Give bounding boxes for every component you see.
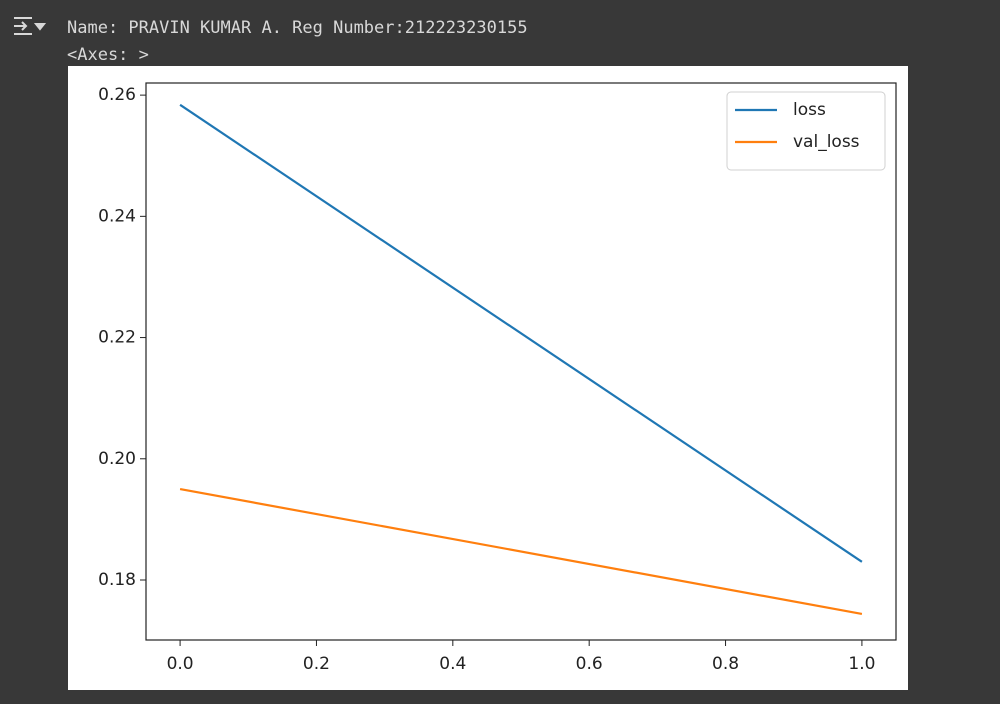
legend-label: loss [793,100,826,120]
y-tick-label: 0.26 [98,85,136,105]
y-tick-label: 0.24 [98,206,136,226]
x-tick-label: 0.4 [439,654,466,674]
output-toggle-icon[interactable] [14,17,47,35]
line-series [179,488,863,616]
x-tick-label: 0.6 [576,654,603,674]
x-tick-label: 0.2 [303,654,330,674]
y-tick-label: 0.18 [98,570,136,590]
y-tick-label: 0.22 [98,328,136,348]
line-series [179,103,863,563]
axes-frame [145,82,897,641]
x-tick-label: 0.0 [167,654,194,674]
y-tick-label: 0.20 [98,449,136,469]
plot: 0.0 0.2 0.4 0.6 0.8 1.0 0.18 0.20 0.22 0.24 0.26 lo… [98,82,897,674]
legend-box [726,91,886,171]
x-tick-label: 1.0 [848,654,875,674]
output-line: Name: PRAVIN KUMAR A. Reg Number:2122232… [67,18,528,38]
legend-label: val_loss [793,132,860,152]
x-tick-label: 0.8 [712,654,739,674]
output-line: <Axes: > [67,45,149,65]
